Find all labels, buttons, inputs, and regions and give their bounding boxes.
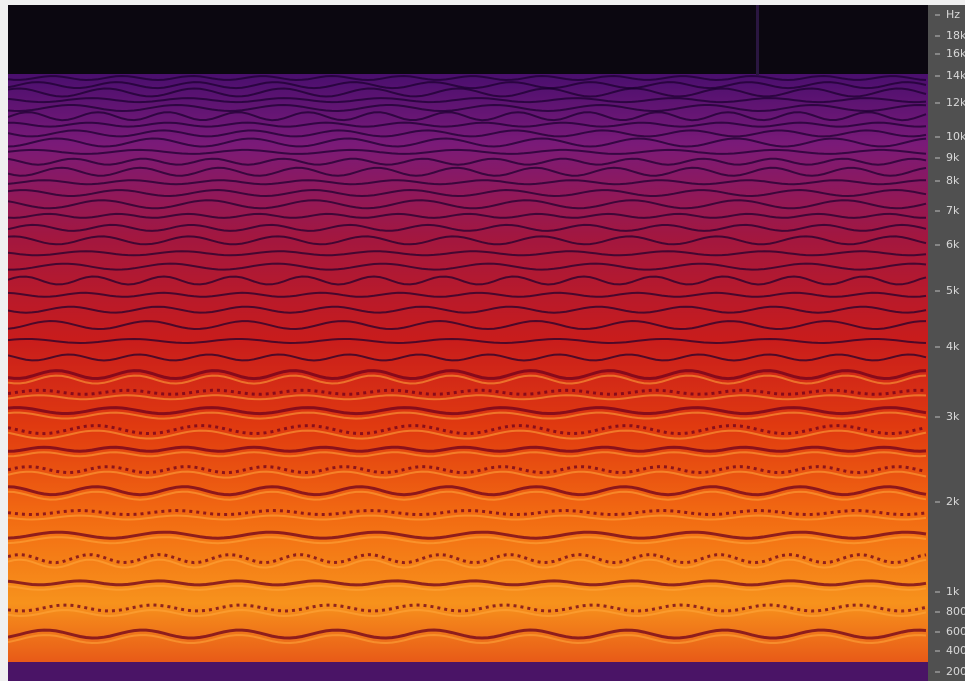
frequency-label: 9k — [946, 151, 960, 164]
harmonic-dark — [8, 235, 927, 246]
harmonic-dark — [8, 74, 927, 82]
harmonic-dark — [8, 262, 927, 271]
harmonic-bright — [8, 536, 927, 545]
harmonic-dark — [8, 291, 927, 298]
harmonic-dark — [8, 179, 927, 186]
frequency-label: 200 — [946, 665, 965, 678]
harmonic-dark — [8, 97, 927, 104]
harmonic-dark — [8, 250, 927, 257]
harmonic-bright — [8, 411, 927, 420]
harmonic-bright — [8, 558, 927, 569]
harmonic-bright — [8, 584, 927, 591]
low-band — [8, 662, 928, 681]
harmonic-dark — [8, 305, 927, 314]
harmonic-bright — [8, 374, 927, 385]
frequency-label: 2k — [946, 495, 960, 508]
harmonic-dark — [8, 485, 927, 497]
harmonic-bright — [8, 394, 927, 401]
frequency-label: 10k — [946, 130, 965, 143]
transient-line — [756, 5, 759, 75]
harmonic-dark — [8, 465, 927, 475]
harmonic-bright — [8, 514, 927, 521]
frequency-label: 1k — [946, 585, 960, 598]
harmonic-dark — [8, 87, 927, 98]
frequency-label: 16k — [946, 47, 965, 60]
harmonic-dark — [8, 81, 927, 90]
harmonic-dark — [8, 223, 927, 232]
harmonic-dark — [8, 148, 927, 155]
harmonic-dark — [8, 188, 927, 198]
harmonic-dark — [8, 121, 927, 128]
harmonic-dark — [8, 137, 927, 148]
harmonic-dark — [8, 530, 927, 540]
harmonic-dark — [8, 628, 927, 640]
harmonic-dark — [8, 111, 927, 122]
harmonic-dark — [8, 424, 927, 436]
harmonic-dark — [8, 129, 927, 138]
frequency-label: 6k — [946, 238, 960, 251]
harmonic-dark — [8, 103, 927, 113]
frequency-label: 800 — [946, 605, 965, 618]
harmonic-dark — [8, 157, 927, 166]
harmonic-dark — [8, 166, 927, 177]
harmonic-dark — [8, 353, 927, 362]
harmonic-dark — [8, 275, 927, 286]
harmonic-dark — [8, 199, 927, 210]
harmonic-dark — [8, 603, 927, 613]
spectrogram-image — [8, 5, 928, 681]
harmonic-dark — [8, 579, 927, 587]
harmonic-dark — [8, 369, 927, 381]
frequency-ruler — [928, 5, 965, 681]
frequency-label: 5k — [946, 284, 960, 297]
frequency-label: 7k — [946, 204, 960, 217]
frequency-label: 14k — [946, 69, 965, 82]
harmonic-bright — [8, 608, 927, 618]
harmonic-bright — [8, 429, 927, 440]
frequency-label: 3k — [946, 410, 960, 423]
frequency-label: 18k — [946, 29, 965, 42]
frequency-label: 8k — [946, 174, 960, 187]
harmonic-bright — [8, 633, 927, 645]
frequency-label: 400 — [946, 644, 965, 657]
harmonic-bright — [8, 451, 927, 458]
harmonic-bright — [8, 470, 927, 479]
frequency-label: 4k — [946, 340, 960, 353]
harmonic-bright — [8, 490, 927, 501]
unit-label: Hz — [946, 8, 960, 21]
harmonic-dark — [8, 337, 927, 345]
harmonic-dark — [8, 319, 927, 331]
harmonic-dark — [8, 406, 927, 416]
frequency-label: 600 — [946, 625, 965, 638]
harmonic-dark — [8, 445, 927, 453]
harmonic-dark — [8, 212, 926, 219]
frequency-label: 12k — [946, 96, 965, 109]
